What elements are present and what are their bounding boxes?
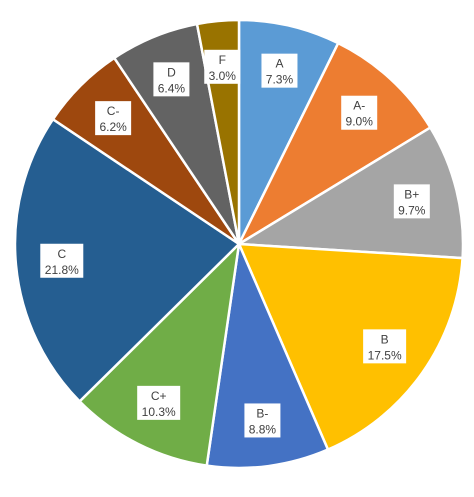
pie-slice-b-minus <box>205 239 330 470</box>
pie-slices <box>13 18 465 470</box>
data-label-box <box>204 49 241 84</box>
data-label-b-plus: B+ 9.7% <box>393 184 430 219</box>
data-label-f: F 3.0% <box>204 49 241 84</box>
data-label-percent: 6.2% <box>99 120 127 134</box>
data-label-percent: 6.4% <box>158 81 186 95</box>
data-label-box <box>341 95 378 130</box>
data-label-box <box>261 53 298 88</box>
data-label-percent: 21.8% <box>45 263 79 277</box>
data-label-a-minus: A- 9.0% <box>341 95 378 130</box>
pie-slice-c <box>13 117 241 404</box>
data-label-d: D 6.4% <box>153 62 190 97</box>
data-label-category: A <box>275 57 283 71</box>
data-label-category: C <box>57 247 66 261</box>
data-label-percent: 17.5% <box>368 348 402 362</box>
data-label-percent: 3.0% <box>209 69 237 83</box>
data-label-category: F <box>219 53 226 67</box>
data-label-category: B+ <box>404 187 419 201</box>
data-label-c-minus: C- 6.2% <box>95 101 132 136</box>
data-label-c: C 21.8% <box>40 243 84 278</box>
data-label-box <box>393 184 430 219</box>
data-label-b-minus: B- 8.8% <box>244 403 281 438</box>
data-label-box <box>363 329 407 364</box>
data-label-percent: 8.8% <box>249 422 277 436</box>
pie-data-labels: A 7.3% A- 9.0% B+ 9.7% B 17.5% B- 8.8% C+ 10.3% C 21.… <box>40 49 430 438</box>
data-label-category: A- <box>353 99 365 113</box>
data-label-c-plus: C+ 10.3% <box>137 385 181 420</box>
data-label-category: C+ <box>151 389 167 403</box>
pie-slice-b <box>237 242 464 452</box>
data-label-percent: 9.0% <box>346 115 374 129</box>
data-label-category: D <box>167 65 176 79</box>
data-label-category: B- <box>256 406 268 420</box>
data-label-b: B 17.5% <box>363 329 407 364</box>
data-label-box <box>137 385 181 420</box>
data-label-box <box>153 62 190 97</box>
pie-slice-b-plus <box>234 125 465 260</box>
pie-slice-a-minus <box>235 41 433 248</box>
data-label-percent: 7.3% <box>266 73 294 87</box>
data-label-a: A 7.3% <box>261 53 298 88</box>
data-label-box <box>244 403 281 438</box>
data-label-category: B <box>381 332 389 346</box>
data-label-percent: 9.7% <box>398 203 426 217</box>
pie-slice-c-plus <box>77 240 241 468</box>
data-label-percent: 10.3% <box>142 405 176 419</box>
data-label-category: C- <box>107 104 120 118</box>
data-label-box <box>95 101 132 136</box>
data-label-box <box>40 243 84 278</box>
